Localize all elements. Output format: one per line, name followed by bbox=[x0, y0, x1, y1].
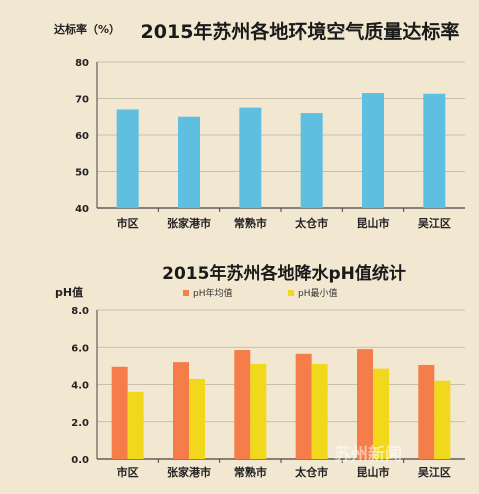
legend-swatch bbox=[288, 290, 294, 296]
x-tick-label: 张家港市 bbox=[167, 216, 211, 230]
bar bbox=[116, 109, 139, 208]
bar-ph-min bbox=[434, 380, 451, 459]
y-tick-label: 2.0 bbox=[71, 418, 89, 429]
x-tick-label: 太仓市 bbox=[294, 465, 328, 479]
x-tick-label: 昆山市 bbox=[357, 216, 390, 230]
chart-title: 2015年苏州各地降水pH值统计 bbox=[162, 263, 406, 284]
y-tick-label: 8.0 bbox=[71, 306, 89, 317]
x-tick-label: 吴江区 bbox=[418, 216, 451, 230]
bar-ph-min bbox=[311, 364, 328, 459]
x-tick-label: 市区 bbox=[117, 465, 139, 479]
bar-ph-min bbox=[250, 364, 267, 459]
y-tick-label: 4.0 bbox=[71, 381, 89, 392]
y-tick-label: 0.0 bbox=[71, 455, 89, 466]
y-tick-label: 40 bbox=[75, 204, 89, 215]
bar-ph-mean bbox=[357, 349, 373, 459]
chart-title: 2015年苏州各地环境空气质量达标率 bbox=[141, 20, 460, 43]
bar-ph-mean bbox=[295, 353, 312, 459]
legend-label: pH年均值 bbox=[193, 287, 232, 299]
bar-ph-mean bbox=[418, 364, 435, 459]
x-tick-label: 张家港市 bbox=[167, 465, 211, 479]
bar bbox=[423, 93, 446, 208]
y-axis-label: pH值 bbox=[55, 285, 83, 299]
x-tick-label: 市区 bbox=[117, 216, 139, 230]
x-tick-label: 昆山市 bbox=[357, 465, 390, 479]
chart-2: 2015年苏州各地降水pH值统计 pH值 0.0 2.0 4.0 6.0 8.0 市区 张家港市… bbox=[55, 263, 465, 479]
y-axis-label: 达标率（%） bbox=[54, 22, 120, 36]
bar bbox=[239, 107, 262, 208]
x-tick-label: 常熟市 bbox=[234, 465, 267, 479]
bar-ph-mean bbox=[111, 366, 128, 459]
legend-label: pH最小值 bbox=[298, 287, 337, 299]
bar bbox=[362, 93, 384, 208]
y-tick-label: 60 bbox=[75, 131, 89, 142]
y-tick-label: 80 bbox=[75, 58, 89, 69]
bar bbox=[178, 116, 200, 208]
y-tick-label: 50 bbox=[75, 168, 89, 179]
bar-ph-min bbox=[127, 391, 144, 459]
chart-1: 2015年苏州各地环境空气质量达标率 达标率（%） 40 50 60 70 80 市区 张家港市… bbox=[54, 20, 465, 230]
watermark-text: 苏州新闻 bbox=[334, 444, 402, 465]
legend-swatch bbox=[183, 290, 189, 296]
x-tick-label: 太仓市 bbox=[294, 216, 328, 230]
bar-ph-min bbox=[373, 368, 389, 459]
x-tick-label: 吴江区 bbox=[418, 465, 451, 479]
y-tick-label: 6.0 bbox=[71, 343, 89, 354]
x-tick-label: 常熟市 bbox=[234, 216, 267, 230]
bar bbox=[300, 113, 323, 208]
bar-ph-mean bbox=[173, 362, 189, 459]
y-tick-label: 70 bbox=[75, 95, 89, 106]
bar-ph-min bbox=[189, 378, 205, 459]
bar-ph-mean bbox=[234, 350, 251, 459]
